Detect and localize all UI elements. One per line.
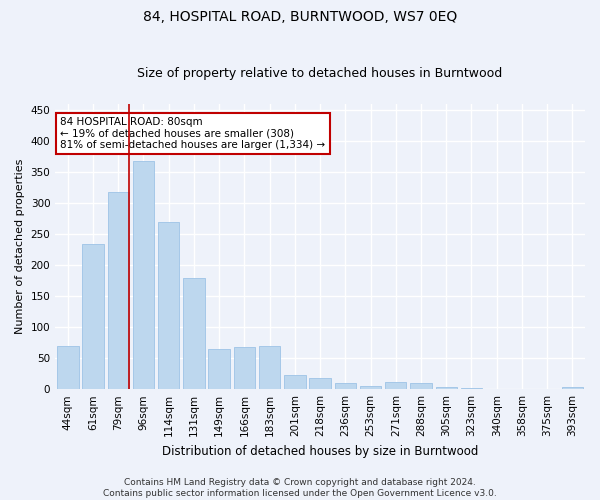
Bar xyxy=(410,383,432,389)
Bar xyxy=(310,378,331,389)
Text: 84, HOSPITAL ROAD, BURNTWOOD, WS7 0EQ: 84, HOSPITAL ROAD, BURNTWOOD, WS7 0EQ xyxy=(143,10,457,24)
Bar xyxy=(183,278,205,389)
Bar xyxy=(360,386,381,389)
Bar xyxy=(208,349,230,389)
Bar xyxy=(133,162,154,389)
Bar xyxy=(486,388,508,389)
Title: Size of property relative to detached houses in Burntwood: Size of property relative to detached ho… xyxy=(137,66,503,80)
Text: 84 HOSPITAL ROAD: 80sqm
← 19% of detached houses are smaller (308)
81% of semi-d: 84 HOSPITAL ROAD: 80sqm ← 19% of detache… xyxy=(61,117,326,150)
Y-axis label: Number of detached properties: Number of detached properties xyxy=(15,159,25,334)
Bar xyxy=(158,222,179,389)
Bar xyxy=(259,346,280,389)
Bar xyxy=(461,388,482,389)
Text: Contains HM Land Registry data © Crown copyright and database right 2024.
Contai: Contains HM Land Registry data © Crown c… xyxy=(103,478,497,498)
Bar xyxy=(57,346,79,389)
Bar xyxy=(562,386,583,389)
Bar xyxy=(335,383,356,389)
X-axis label: Distribution of detached houses by size in Burntwood: Distribution of detached houses by size … xyxy=(162,444,478,458)
Bar xyxy=(233,347,255,389)
Bar xyxy=(82,244,104,389)
Bar xyxy=(107,192,129,389)
Bar xyxy=(385,382,406,389)
Bar xyxy=(284,375,305,389)
Bar xyxy=(436,388,457,389)
